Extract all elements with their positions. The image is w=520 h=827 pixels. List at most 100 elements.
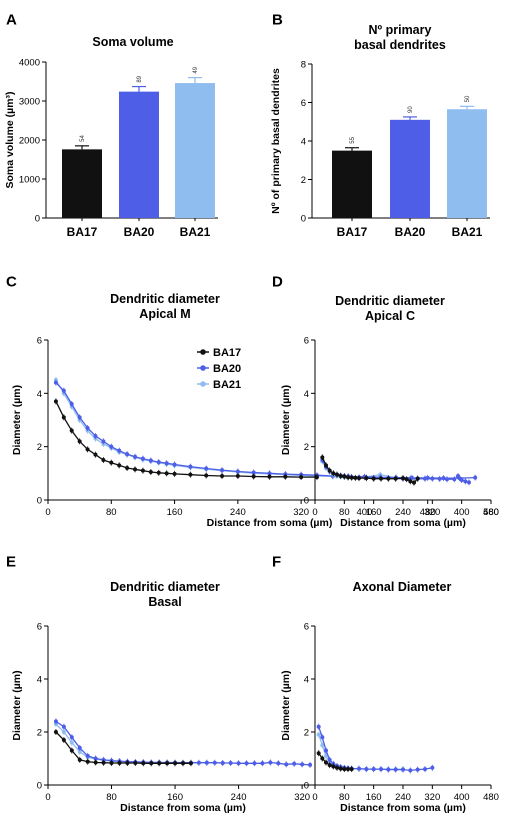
x-tick-label: 0 (312, 792, 317, 803)
bar-ba20 (390, 119, 430, 218)
data-point (260, 761, 265, 766)
data-point (379, 476, 383, 481)
x-tick-label: 480 (420, 507, 436, 518)
data-point (404, 477, 409, 482)
series-ba17 (53, 729, 193, 767)
data-point (386, 767, 391, 772)
data-point (148, 470, 153, 474)
data-point (331, 764, 336, 769)
data-point (85, 753, 90, 758)
data-point (117, 761, 122, 766)
panel-a: A Soma volume 0 1000 2000 3000 4000 Soma volume… (4, 11, 218, 239)
data-point (283, 474, 288, 479)
data-point (430, 765, 435, 770)
data-point (467, 480, 471, 485)
data-point (204, 760, 209, 765)
series-ba21 (53, 377, 414, 481)
y-tick-label: 6 (304, 622, 309, 633)
y-axis-label: Nº of primary basal dendrites (270, 68, 282, 214)
data-point (379, 767, 383, 772)
legend-label: BA20 (213, 363, 241, 375)
data-point (415, 476, 420, 481)
legend: BA17 BA20 BA21 (197, 347, 241, 391)
data-point (267, 471, 272, 476)
data-point (393, 476, 398, 481)
x-tick-label: 80 (106, 507, 117, 518)
data-point (430, 476, 435, 481)
data-point (324, 753, 328, 758)
y-tick-label: 0 (37, 781, 42, 792)
y-tick-label: 0 (301, 214, 306, 225)
data-point (181, 761, 185, 766)
data-point (196, 760, 201, 765)
x-tick-label: 480 (483, 792, 499, 803)
data-point (133, 467, 138, 472)
y-tick-label: 4 (37, 389, 42, 400)
chart-title: Axonal Diameter (353, 580, 452, 594)
data-point (101, 439, 106, 444)
bar-ba20 (119, 91, 159, 218)
data-point (331, 471, 336, 476)
data-point (117, 463, 122, 468)
data-point (93, 452, 98, 457)
data-point (463, 479, 468, 484)
x-tick-label: 400 (454, 792, 470, 803)
x-tick-label: 480 (483, 507, 499, 518)
data-point (401, 476, 405, 481)
data-point (445, 477, 449, 482)
x-tick-label: 80 (339, 507, 350, 518)
y-tick-label: 0 (304, 496, 309, 507)
data-point (252, 761, 257, 766)
series-line (55, 723, 223, 764)
y-axis-label: Diameter (µm) (11, 670, 23, 740)
x-tick-label: 400 (454, 507, 470, 518)
data-point (371, 767, 376, 772)
data-point (235, 469, 240, 474)
data-point (251, 470, 256, 475)
data-point (61, 737, 66, 742)
data-point (292, 761, 297, 766)
y-tick-label: 4 (37, 675, 42, 686)
data-point (401, 767, 405, 772)
legend-label: BA17 (213, 347, 241, 359)
data-point (204, 466, 209, 471)
data-point (327, 763, 332, 768)
data-point (284, 762, 289, 767)
series-line (318, 726, 433, 772)
chart-title: Dendritic diameter (335, 294, 445, 308)
data-point (61, 415, 66, 420)
y-tick-label: 2 (37, 442, 42, 453)
panel-letter: C (6, 273, 17, 290)
y-tick-label: 3000 (19, 97, 40, 108)
data-point (346, 767, 350, 772)
data-point (69, 428, 74, 433)
x-tick-label: 240 (395, 792, 411, 803)
data-point (364, 476, 369, 481)
bar-ba17 (332, 150, 372, 218)
data-point (276, 761, 281, 766)
data-point (456, 474, 460, 478)
chart-title: Nº primary (369, 23, 432, 37)
data-point (320, 735, 325, 740)
data-point (133, 761, 138, 766)
data-point (300, 762, 305, 767)
data-point (157, 761, 162, 766)
category-label: BA21 (180, 225, 211, 239)
bar-ba17 (62, 149, 102, 218)
x-axis-label: Distance from soma (µm) (207, 517, 333, 529)
x-tick-label: 240 (231, 792, 247, 803)
data-point (140, 468, 145, 473)
data-point (85, 447, 90, 452)
data-point (53, 730, 58, 734)
data-point (173, 761, 178, 766)
n-label: 50 (465, 95, 471, 102)
data-point (349, 475, 354, 480)
x-axis-label: Distance from soma (µm) (120, 802, 246, 814)
x-tick-label: 80 (339, 792, 350, 803)
chart-title: Soma volume (92, 35, 173, 49)
data-point (316, 751, 321, 756)
category-label: BA20 (124, 225, 155, 239)
data-point (125, 466, 130, 470)
